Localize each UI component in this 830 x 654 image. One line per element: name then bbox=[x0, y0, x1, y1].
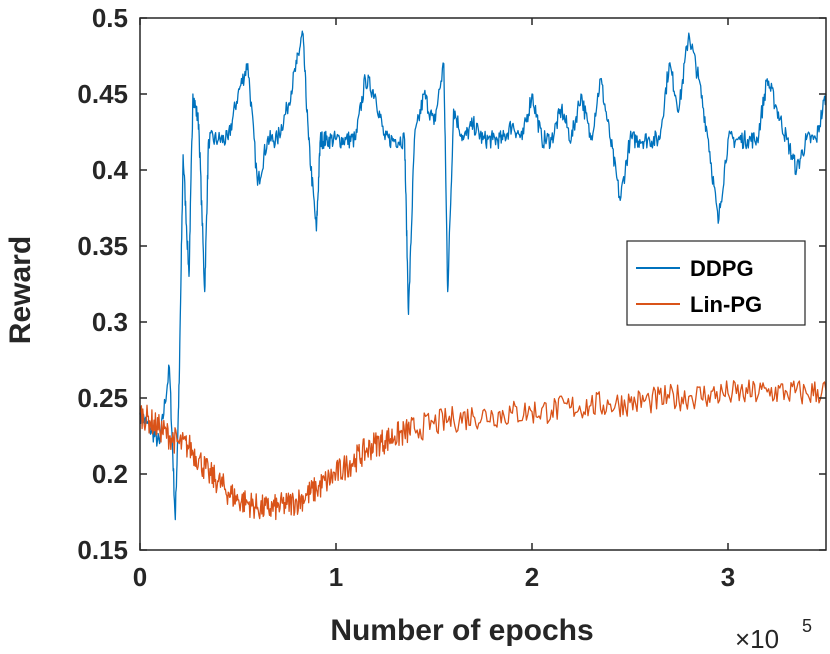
legend-box bbox=[626, 240, 806, 326]
y-tick-label: 0.5 bbox=[92, 3, 128, 33]
y-tick-label: 0.35 bbox=[77, 231, 128, 261]
legend: DDPG Lin-PG bbox=[626, 240, 806, 326]
y-axis-label: Reward bbox=[4, 236, 37, 344]
x-exponent-label: ×10 bbox=[735, 624, 779, 654]
y-ticks: 0.15 0.2 0.25 0.3 0.35 0.4 0.45 0.5 bbox=[77, 3, 826, 565]
y-tick-label: 0.3 bbox=[92, 307, 128, 337]
x-tick-label: 1 bbox=[329, 562, 343, 592]
x-axis-label: Number of epochs bbox=[330, 614, 593, 647]
x-tick-label: 0 bbox=[133, 562, 147, 592]
x-tick-label: 3 bbox=[721, 562, 735, 592]
y-tick-label: 0.45 bbox=[77, 79, 128, 109]
axes-layer bbox=[139, 17, 827, 551]
x-ticks: 0 1 2 3 bbox=[133, 18, 735, 592]
y-tick-label: 0.25 bbox=[77, 383, 128, 413]
legend-label-ddpg: DDPG bbox=[690, 256, 754, 281]
series-layer bbox=[139, 30, 827, 521]
y-tick-label: 0.2 bbox=[92, 459, 128, 489]
x-exponent-power: 5 bbox=[802, 616, 812, 636]
legend-label-lin-pg: Lin-PG bbox=[690, 292, 762, 317]
plot-frame bbox=[139, 17, 827, 551]
y-tick-label: 0.4 bbox=[92, 155, 129, 185]
y-tick-label: 0.15 bbox=[77, 535, 128, 565]
series-line-lin-pg bbox=[139, 379, 827, 521]
x-tick-label: 2 bbox=[525, 562, 539, 592]
series-line-ddpg bbox=[139, 30, 827, 521]
